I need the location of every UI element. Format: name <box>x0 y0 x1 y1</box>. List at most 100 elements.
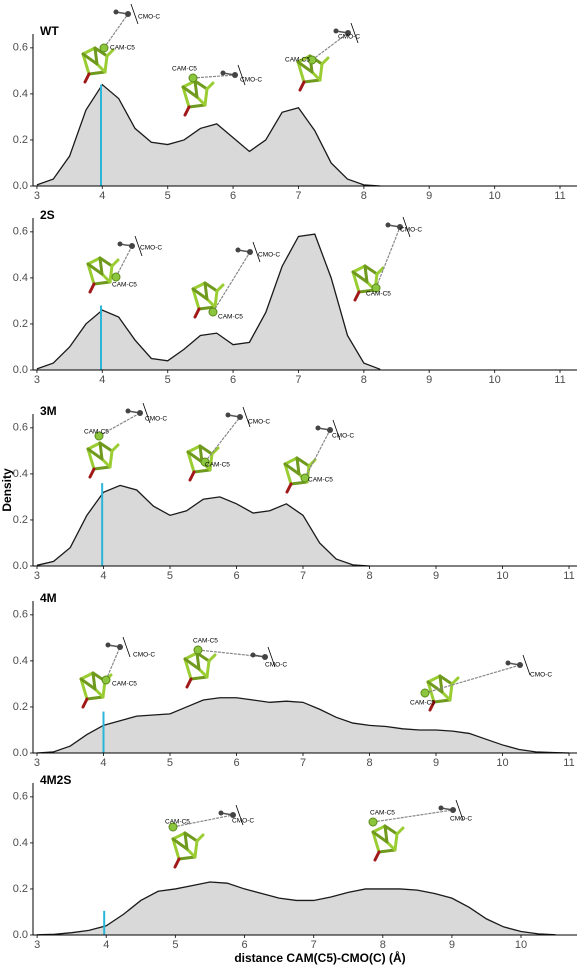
molecule-bond <box>86 262 104 276</box>
density-line <box>36 233 381 370</box>
x-tick-label: 6 <box>241 939 247 951</box>
molecule-bond <box>283 456 299 466</box>
cam-atom <box>168 822 178 832</box>
molecule-bond <box>205 659 211 679</box>
molecule-bond <box>438 674 444 694</box>
annotation-label: CAM-C5 <box>193 638 218 645</box>
cmo-atom <box>117 241 123 247</box>
x-tick-label: 6 <box>233 757 239 769</box>
molecule-bond <box>296 60 306 84</box>
annotation-label: CMO-C <box>338 34 360 41</box>
molecule-bond <box>86 262 96 286</box>
y-tick-label: 0.4 <box>13 655 28 667</box>
cmo-atom <box>137 410 143 416</box>
molecule-bond <box>193 839 199 859</box>
molecule-annotation: CAM-C5 CMO-C <box>183 638 287 689</box>
x-tick-label: 7 <box>300 757 306 769</box>
x-tick-label: 10 <box>496 757 508 769</box>
molecule-bond <box>197 667 209 679</box>
molecule-annotation: CAM-C5 CMO-C <box>285 22 360 92</box>
annotation-label: CMO-C <box>450 816 472 823</box>
x-tick-label: 5 <box>172 939 178 951</box>
annotation-label: CMO-C <box>240 77 262 84</box>
molecule-bond <box>205 81 215 91</box>
cmo-atom <box>129 243 135 249</box>
cmo-slash <box>142 402 151 424</box>
annotation-label: CAM-C5 <box>84 429 109 436</box>
molecule-bond <box>98 441 104 461</box>
molecule-bond <box>428 700 436 712</box>
cmo-atom <box>333 28 339 34</box>
molecule-annotation: CAM-C5 CMO-C <box>79 636 155 709</box>
molecule-bond <box>426 674 442 684</box>
molecule-bond <box>98 441 114 453</box>
distance-line <box>115 245 133 278</box>
molecule-bond <box>92 280 112 286</box>
molecule-bond <box>100 272 112 284</box>
molecule-bond <box>183 831 189 851</box>
molecule-bond <box>171 837 189 851</box>
molecule-annotation: CAM-C5 CMO-C <box>191 241 280 321</box>
cmo-slash <box>455 799 464 821</box>
molecule-annotation: CAM-C5 CMO-C <box>86 235 162 294</box>
molecule-bond <box>86 447 96 471</box>
molecule-bond <box>318 62 324 82</box>
molecule-bond <box>110 443 120 453</box>
cam-atom <box>188 73 198 83</box>
molecule-bond <box>185 677 193 689</box>
molecule-bond <box>371 830 389 844</box>
molecule-bond <box>193 307 201 319</box>
y-tick-label: 0.0 <box>13 747 28 759</box>
molecule-bond <box>81 697 89 709</box>
x-tick-label: 4 <box>99 374 105 386</box>
y-tick-label: 0.4 <box>13 88 28 100</box>
distance-line <box>372 809 454 823</box>
x-tick-label: 8 <box>366 570 372 582</box>
molecule-bond <box>213 289 219 309</box>
x-tick-label: 8 <box>361 374 367 386</box>
x-tick-label: 10 <box>488 374 500 386</box>
molecule-bond <box>93 46 109 58</box>
annotation-label: CAM-C5 <box>205 462 230 469</box>
x-tick-label: 6 <box>233 570 239 582</box>
cmo-slash <box>235 804 244 826</box>
y-tick-label: 0.4 <box>13 837 28 849</box>
cmo-slash <box>237 64 246 86</box>
x-tick-label: 5 <box>165 374 171 386</box>
molecule-bond <box>296 54 312 64</box>
molecule-bond <box>295 456 311 468</box>
molecule-bond <box>186 450 196 474</box>
cmo-atom <box>250 652 256 658</box>
molecule-bond <box>295 456 301 476</box>
cmo-atom <box>450 807 456 813</box>
distance-line <box>311 32 349 61</box>
molecule-bond <box>310 70 322 82</box>
cmo-slash <box>402 216 411 238</box>
x-tick-label: 9 <box>433 757 439 769</box>
x-tick-label: 11 <box>563 757 574 769</box>
y-tick-label: 0.0 <box>13 180 28 192</box>
panel-title: 3M <box>40 404 57 418</box>
y-tick-label: 0.2 <box>13 514 28 526</box>
molecule-bond <box>98 256 114 268</box>
cmo-atom <box>105 642 111 648</box>
x-tick-label: 4 <box>100 757 106 769</box>
molecule-annotation: CAM-C5 CMO-C <box>410 654 552 712</box>
molecule-bond <box>195 95 207 107</box>
cmo-atom <box>117 644 123 650</box>
molecule-bond <box>86 447 104 461</box>
cam-atom <box>99 43 109 53</box>
y-tick-label: 0.6 <box>13 226 28 238</box>
molecule-bond <box>79 677 97 691</box>
x-tick-label: 3 <box>34 190 40 202</box>
molecule-bond <box>197 305 217 311</box>
x-tick-label: 8 <box>366 757 372 769</box>
molecule-bond <box>363 264 379 276</box>
molecule-bond <box>215 283 225 293</box>
distance-line <box>204 416 241 463</box>
y-tick-label: 0.4 <box>13 468 28 480</box>
cmo-atom <box>225 412 231 418</box>
x-tick-label: 7 <box>311 939 317 951</box>
cam-atom <box>300 473 310 483</box>
